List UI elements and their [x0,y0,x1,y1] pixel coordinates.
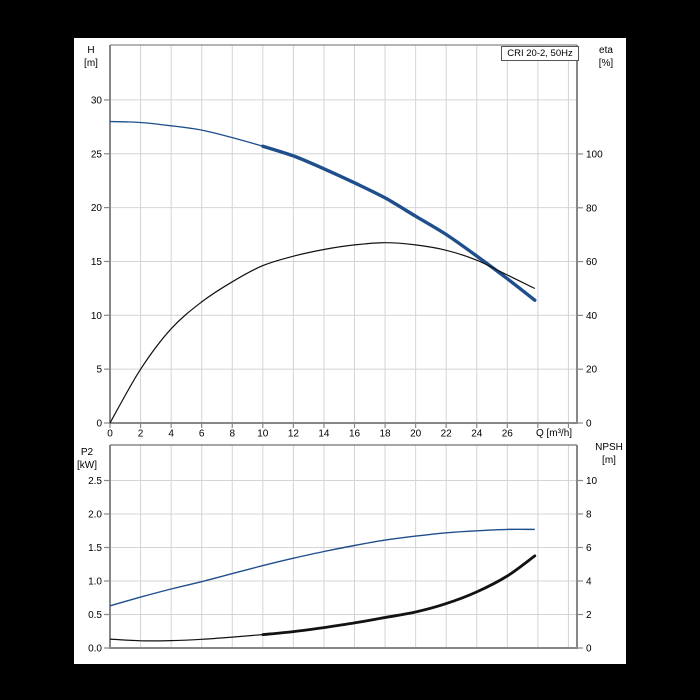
svg-text:24: 24 [471,429,483,440]
svg-text:15: 15 [91,257,103,268]
svg-text:80: 80 [586,203,598,214]
axis-unit: [m] [84,58,98,69]
eta-curve [109,242,536,424]
svg-text:22: 22 [441,429,453,440]
svg-text:25: 25 [91,149,103,160]
svg-text:4: 4 [586,577,592,588]
axis-unit: [m] [602,455,616,466]
svg-text:60: 60 [586,257,598,268]
svg-text:2: 2 [138,429,144,440]
svg-text:4: 4 [168,429,174,440]
gridlines [110,45,577,423]
svg-text:6: 6 [586,543,592,554]
axis-unit: [kW] [77,460,97,471]
axis-name: NPSH [595,442,623,453]
x-axis-unit-label: Q [m³/h] [535,428,573,439]
tick-marks: 0.0 0.5 1.0 1.5 2.0 2.5 0 2 4 6 8 10 [88,476,597,654]
svg-text:0: 0 [96,419,102,430]
duty-range-segment [261,554,537,636]
chart-panel [74,38,626,664]
left-axis-unit-label-top: H [m] [74,44,108,70]
svg-text:0: 0 [586,644,592,655]
svg-text:2: 2 [586,610,592,621]
right-axis-unit-label-bottom: NPSH [m] [586,441,632,467]
svg-text:2.0: 2.0 [88,510,102,521]
axis-name: eta [599,45,613,56]
svg-text:1.0: 1.0 [88,577,102,588]
right-axis-unit-label-top: eta [%] [587,44,625,70]
H-curve [109,120,537,302]
axis-name: H [87,45,95,56]
svg-text:20: 20 [91,203,103,214]
svg-text:8: 8 [586,510,592,521]
svg-text:30: 30 [91,95,103,106]
P2-curve [109,528,535,607]
svg-text:40: 40 [586,311,598,322]
gridlines [110,445,577,648]
svg-text:0.0: 0.0 [88,644,102,655]
svg-text:10: 10 [257,429,269,440]
svg-text:1.5: 1.5 [88,543,102,554]
duty-range-segment [261,144,537,302]
axis-frame [109,44,578,424]
svg-text:10: 10 [91,311,103,322]
svg-text:16: 16 [349,429,361,440]
svg-text:26: 26 [502,429,514,440]
svg-text:2.5: 2.5 [88,476,102,487]
svg-text:100: 100 [586,149,603,160]
svg-text:18: 18 [380,429,392,440]
svg-text:8: 8 [229,429,235,440]
svg-text:20: 20 [410,429,422,440]
svg-text:0: 0 [107,429,113,440]
svg-text:0: 0 [586,419,592,430]
svg-text:20: 20 [586,365,598,376]
svg-text:5: 5 [96,365,102,376]
axis-name: P2 [80,447,94,458]
left-axis-unit-label-bottom: P2 [kW] [69,446,105,472]
chart-1: 0.0 0.5 1.0 1.5 2.0 2.5 0 2 4 6 8 10 [88,444,598,655]
svg-text:10: 10 [586,476,598,487]
svg-text:6: 6 [199,429,205,440]
pump-title-box: CRI 20-2, 50Hz [501,46,579,61]
NPSH-curve [109,554,537,642]
svg-text:12: 12 [288,429,300,440]
svg-text:14: 14 [318,429,330,440]
axis-unit: [%] [598,58,614,69]
svg-text:0.5: 0.5 [88,610,102,621]
